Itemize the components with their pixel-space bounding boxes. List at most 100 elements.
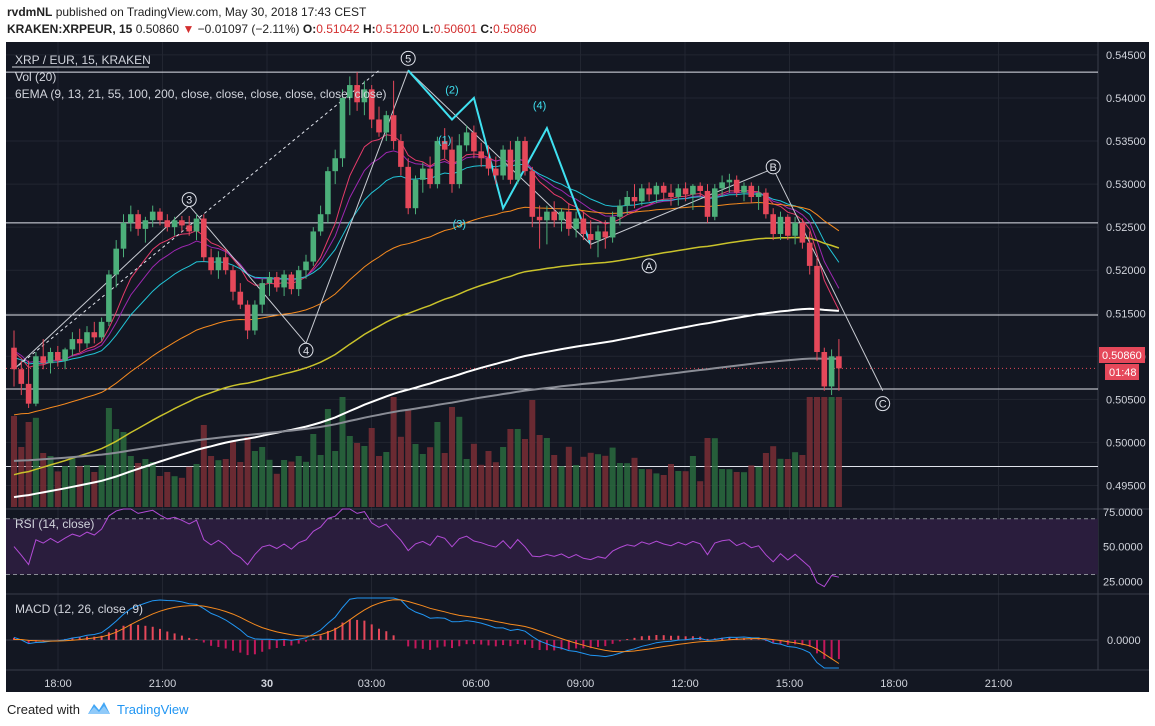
price-axis: 0.54500 0.54000 0.53500 0.53000 0.52500 0.520… bbox=[1106, 50, 1146, 493]
candle-body bbox=[828, 356, 835, 387]
candle-body bbox=[84, 332, 90, 344]
candle-body bbox=[631, 197, 638, 202]
price-tick: 0.54500 bbox=[1106, 50, 1146, 62]
volume-bar bbox=[98, 465, 105, 507]
candle-body bbox=[485, 158, 492, 169]
volume-bar bbox=[792, 452, 799, 507]
candle-body bbox=[456, 145, 463, 185]
candle-body bbox=[719, 182, 725, 189]
candle-body bbox=[310, 231, 317, 262]
volume-bar bbox=[529, 400, 536, 507]
volume-bar bbox=[390, 397, 397, 507]
volume-bar bbox=[770, 446, 777, 507]
volume-bar bbox=[668, 464, 674, 507]
candle-body bbox=[514, 141, 521, 180]
candle-body bbox=[244, 304, 251, 331]
candle-body bbox=[639, 188, 645, 202]
candle-body bbox=[712, 188, 718, 217]
wave-label: B bbox=[770, 162, 777, 174]
volume-bar bbox=[419, 454, 426, 507]
candle-body bbox=[536, 216, 543, 221]
volume-bar bbox=[135, 463, 142, 507]
chart-area[interactable]: 3 4 5 (2) (1) (3) (4) A B C 75.0000 50.0000 25.0000… bbox=[6, 42, 1149, 692]
volume-bar bbox=[711, 438, 718, 507]
candle-body bbox=[201, 218, 207, 258]
volume-bar bbox=[704, 438, 711, 507]
candle-body bbox=[120, 222, 127, 249]
candle-body bbox=[792, 222, 798, 236]
candle-body bbox=[763, 192, 769, 215]
rsi-tick: 75.0000 bbox=[1103, 507, 1143, 519]
tradingview-link[interactable]: TradingView bbox=[117, 702, 189, 717]
time-tick: 15:00 bbox=[776, 678, 804, 690]
volume-bar bbox=[32, 417, 39, 507]
ema-line bbox=[13, 134, 840, 368]
candle-body bbox=[675, 188, 682, 197]
candle-body bbox=[427, 168, 433, 185]
wave-line bbox=[13, 69, 884, 391]
time-axis: 18:00 21:00 30 03:00 06:00 09:00 12:00 15:00 18:… bbox=[44, 678, 1012, 690]
volume-bar bbox=[470, 443, 477, 507]
candle-body bbox=[507, 149, 514, 180]
candle-body bbox=[573, 218, 579, 229]
author-name[interactable]: rvdmNL bbox=[7, 5, 53, 19]
last-price: 0.50860 bbox=[135, 22, 180, 36]
candle-body bbox=[733, 179, 740, 193]
candle-body bbox=[412, 179, 419, 209]
candle-body bbox=[522, 141, 528, 172]
created-with-label: Created with bbox=[7, 702, 80, 717]
volume-bar bbox=[368, 428, 375, 507]
ema-line bbox=[13, 236, 840, 476]
volume-bar bbox=[193, 464, 200, 507]
price-tick: 0.50500 bbox=[1106, 394, 1146, 406]
volume-bar bbox=[354, 443, 361, 507]
wave-label: 3 bbox=[186, 195, 192, 207]
wave-label: (4) bbox=[533, 100, 546, 112]
candle-body bbox=[171, 220, 178, 228]
candle-body bbox=[471, 132, 477, 152]
candle-body bbox=[806, 242, 813, 266]
volume-bar bbox=[113, 429, 120, 507]
candle-body bbox=[317, 214, 324, 232]
open-value: 0.51042 bbox=[316, 22, 360, 36]
volume-bar bbox=[543, 438, 550, 507]
volume-bar bbox=[222, 459, 229, 507]
ema-line bbox=[13, 150, 840, 363]
volume-bar bbox=[127, 456, 134, 507]
candle-body bbox=[493, 168, 499, 176]
time-tick: 21:00 bbox=[985, 678, 1013, 690]
candle-body bbox=[770, 214, 776, 235]
volume-bar bbox=[346, 436, 353, 507]
candle-body bbox=[106, 274, 112, 322]
volume-bar bbox=[288, 461, 295, 507]
candle-body bbox=[595, 231, 601, 241]
volume-bar bbox=[719, 469, 726, 507]
volume-bar bbox=[324, 409, 331, 507]
publish-line: rvdmNL published on TradingView.com, May… bbox=[7, 5, 366, 19]
volume-bar bbox=[427, 447, 434, 507]
volume-bar bbox=[697, 481, 704, 507]
candle-body bbox=[179, 220, 185, 226]
close-label: C: bbox=[480, 22, 494, 36]
tradingview-logo-icon[interactable] bbox=[86, 700, 112, 716]
grid bbox=[6, 42, 1149, 671]
volume-bar bbox=[456, 416, 463, 507]
price-tick: 0.52000 bbox=[1106, 265, 1146, 277]
volume-bar bbox=[397, 436, 404, 507]
candle-body bbox=[40, 356, 46, 364]
volume-bar bbox=[492, 462, 499, 507]
ohlc-line: KRAKEN:XRPEUR, 15 0.50860 ▼ −0.01097 (−2… bbox=[7, 22, 536, 36]
volume-bar bbox=[383, 452, 390, 507]
candle-body bbox=[339, 97, 346, 159]
candle-body bbox=[208, 257, 214, 271]
timer-badge: 01:48 bbox=[1105, 364, 1139, 380]
time-tick: 18:00 bbox=[880, 678, 908, 690]
volume-bar bbox=[609, 447, 616, 507]
volume-bar bbox=[733, 472, 740, 507]
candle-body bbox=[799, 222, 806, 243]
chart-svg[interactable]: 3 4 5 (2) (1) (3) (4) A B C 75.0000 50.0000 25.0000… bbox=[6, 42, 1149, 692]
volume-bar bbox=[303, 461, 309, 507]
candle-body bbox=[237, 291, 244, 305]
candle-body bbox=[128, 214, 134, 223]
candle-body bbox=[690, 185, 696, 195]
